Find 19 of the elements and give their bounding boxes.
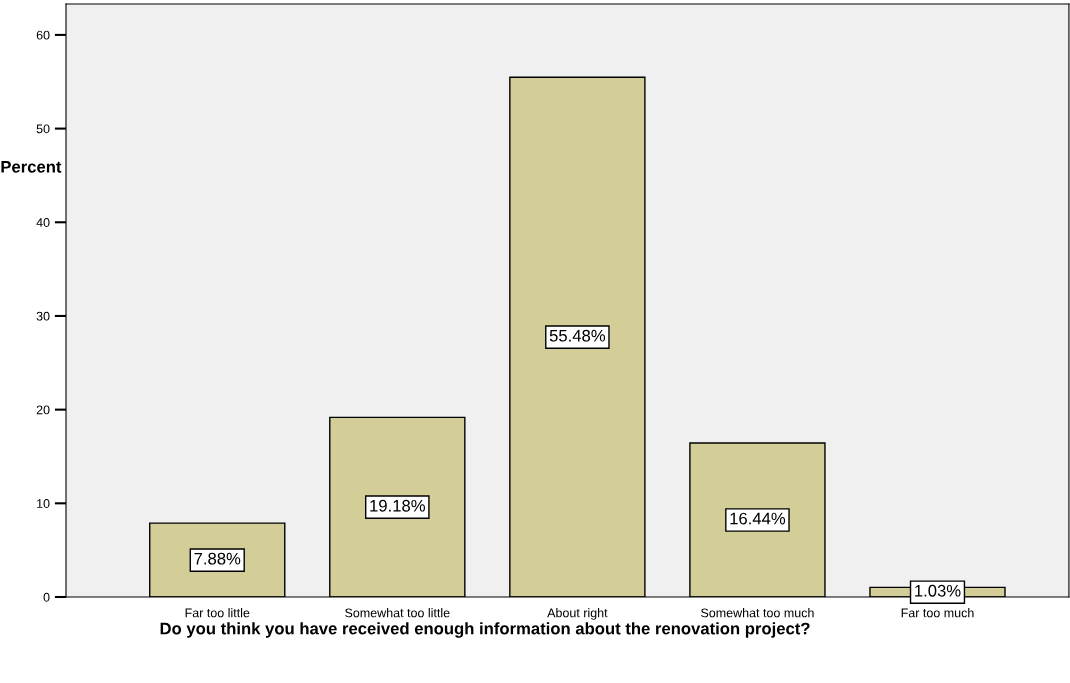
- x-tick-label: Somewhat too little: [345, 608, 450, 618]
- data-label: 55.48%: [549, 329, 606, 342]
- x-tick-label: About right: [547, 608, 608, 620]
- y-tick-label: 50: [36, 124, 50, 134]
- x-tick-label: Far too little: [185, 608, 250, 618]
- data-label: 19.18%: [370, 499, 425, 512]
- y-axis-title: Percent: [1, 161, 62, 173]
- y-tick-label: 0: [43, 592, 50, 602]
- x-axis-title: Do you think you have received enough information about the renovation project?: [160, 622, 810, 638]
- y-tick-label: 60: [36, 30, 50, 40]
- x-tick-label: Far too much: [901, 608, 974, 618]
- data-label: 16.44%: [730, 512, 786, 525]
- x-tick-label: Somewhat too much: [701, 608, 814, 618]
- y-tick-label: 20: [36, 405, 50, 415]
- y-tick-label: 30: [36, 311, 50, 321]
- data-label: 7.88%: [194, 552, 241, 565]
- y-tick-label: 10: [37, 499, 50, 508]
- data-label: 1.03%: [915, 584, 961, 597]
- y-tick-label: 40: [36, 218, 50, 227]
